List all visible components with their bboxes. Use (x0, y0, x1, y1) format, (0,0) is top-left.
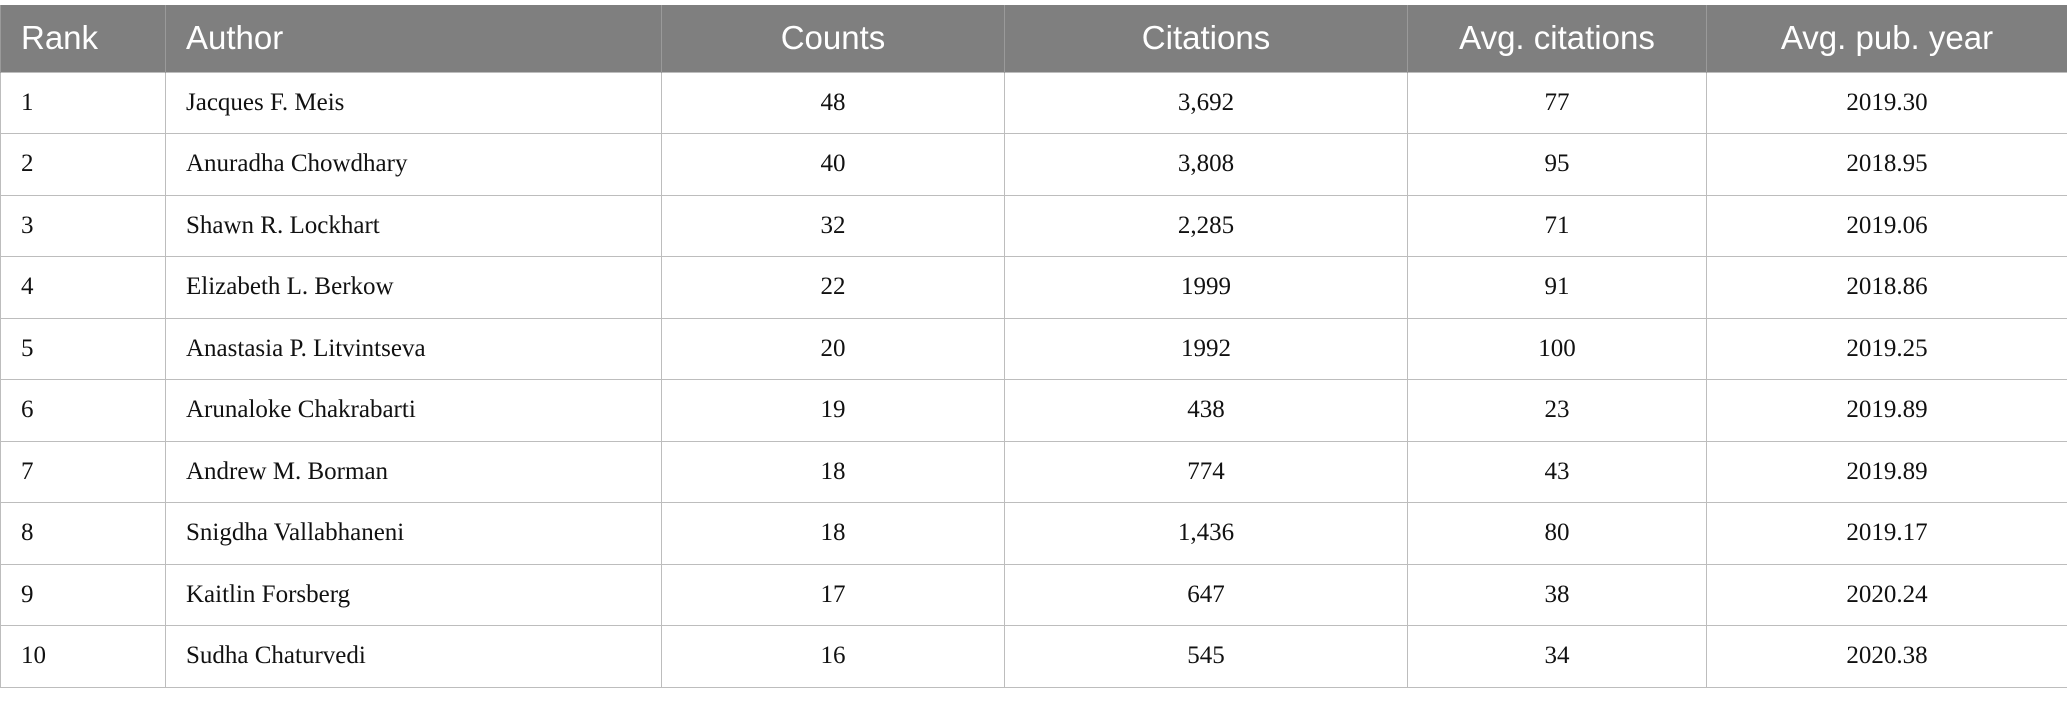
cell-author: Shawn R. Lockhart (165, 194, 662, 257)
cell-counts: 17 (661, 563, 1005, 626)
cell-citations: 1,436 (1004, 502, 1408, 565)
cell-counts: 18 (661, 440, 1005, 503)
column-header-counts: Counts (661, 5, 1005, 72)
table-row: 4 Elizabeth L. Berkow 22 1999 91 2018.86 (0, 256, 2067, 319)
cell-avg-citations: 91 (1407, 256, 1707, 319)
cell-counts: 48 (661, 71, 1005, 134)
cell-avg-pub-year: 2018.95 (1706, 133, 2067, 196)
cell-citations: 3,808 (1004, 133, 1408, 196)
cell-counts: 22 (661, 256, 1005, 319)
cell-counts: 19 (661, 379, 1005, 442)
cell-rank: 6 (0, 379, 166, 442)
column-header-author: Author (165, 5, 662, 72)
cell-avg-pub-year: 2019.89 (1706, 440, 2067, 503)
table-row: 9 Kaitlin Forsberg 17 647 38 2020.24 (0, 563, 2067, 626)
cell-avg-pub-year: 2019.30 (1706, 71, 2067, 134)
column-header-avg-pub-year: Avg. pub. year (1706, 5, 2067, 72)
cell-rank: 4 (0, 256, 166, 319)
table-row: 10 Sudha Chaturvedi 16 545 34 2020.38 (0, 625, 2067, 688)
cell-citations: 774 (1004, 440, 1408, 503)
cell-avg-pub-year: 2020.24 (1706, 563, 2067, 626)
column-header-avg-citations: Avg. citations (1407, 5, 1707, 72)
cell-counts: 40 (661, 133, 1005, 196)
author-table: Rank Author Counts Citations Avg. citati… (0, 5, 2067, 688)
cell-avg-citations: 95 (1407, 133, 1707, 196)
cell-author: Andrew M. Borman (165, 440, 662, 503)
cell-author: Anastasia P. Litvintseva (165, 317, 662, 380)
cell-avg-pub-year: 2019.89 (1706, 379, 2067, 442)
table-row: 5 Anastasia P. Litvintseva 20 1992 100 2… (0, 317, 2067, 380)
column-header-citations: Citations (1004, 5, 1408, 72)
cell-counts: 20 (661, 317, 1005, 380)
header-row: Rank Author Counts Citations Avg. citati… (0, 5, 2067, 72)
cell-author: Snigdha Vallabhaneni (165, 502, 662, 565)
cell-rank: 8 (0, 502, 166, 565)
cell-avg-pub-year: 2018.86 (1706, 256, 2067, 319)
table-row: 3 Shawn R. Lockhart 32 2,285 71 2019.06 (0, 194, 2067, 257)
cell-avg-citations: 71 (1407, 194, 1707, 257)
table-row: 7 Andrew M. Borman 18 774 43 2019.89 (0, 440, 2067, 503)
cell-rank: 7 (0, 440, 166, 503)
cell-citations: 3,692 (1004, 71, 1408, 134)
cell-citations: 438 (1004, 379, 1408, 442)
cell-citations: 647 (1004, 563, 1408, 626)
cell-avg-citations: 34 (1407, 625, 1707, 688)
cell-rank: 9 (0, 563, 166, 626)
cell-author: Jacques F. Meis (165, 71, 662, 134)
cell-avg-pub-year: 2019.17 (1706, 502, 2067, 565)
cell-avg-pub-year: 2019.25 (1706, 317, 2067, 380)
table-header: Rank Author Counts Citations Avg. citati… (0, 5, 2067, 72)
table-row: 2 Anuradha Chowdhary 40 3,808 95 2018.95 (0, 133, 2067, 196)
cell-rank: 10 (0, 625, 166, 688)
table-row: 6 Arunaloke Chakrabarti 19 438 23 2019.8… (0, 379, 2067, 442)
table-body: 1 Jacques F. Meis 48 3,692 77 2019.30 2 … (0, 71, 2067, 688)
cell-citations: 545 (1004, 625, 1408, 688)
cell-avg-citations: 80 (1407, 502, 1707, 565)
cell-author: Anuradha Chowdhary (165, 133, 662, 196)
cell-avg-pub-year: 2019.06 (1706, 194, 2067, 257)
cell-counts: 32 (661, 194, 1005, 257)
cell-author: Sudha Chaturvedi (165, 625, 662, 688)
cell-rank: 2 (0, 133, 166, 196)
table-row: 8 Snigdha Vallabhaneni 18 1,436 80 2019.… (0, 502, 2067, 565)
cell-rank: 1 (0, 71, 166, 134)
table-row: 1 Jacques F. Meis 48 3,692 77 2019.30 (0, 71, 2067, 134)
cell-author: Elizabeth L. Berkow (165, 256, 662, 319)
cell-counts: 18 (661, 502, 1005, 565)
cell-counts: 16 (661, 625, 1005, 688)
cell-avg-citations: 23 (1407, 379, 1707, 442)
cell-avg-citations: 43 (1407, 440, 1707, 503)
cell-citations: 1992 (1004, 317, 1408, 380)
cell-avg-pub-year: 2020.38 (1706, 625, 2067, 688)
cell-rank: 5 (0, 317, 166, 380)
cell-citations: 2,285 (1004, 194, 1408, 257)
cell-avg-citations: 38 (1407, 563, 1707, 626)
cell-citations: 1999 (1004, 256, 1408, 319)
cell-author: Kaitlin Forsberg (165, 563, 662, 626)
cell-avg-citations: 77 (1407, 71, 1707, 134)
cell-avg-citations: 100 (1407, 317, 1707, 380)
cell-rank: 3 (0, 194, 166, 257)
cell-author: Arunaloke Chakrabarti (165, 379, 662, 442)
column-header-rank: Rank (0, 5, 166, 72)
author-table-container: Rank Author Counts Citations Avg. citati… (0, 5, 2067, 688)
